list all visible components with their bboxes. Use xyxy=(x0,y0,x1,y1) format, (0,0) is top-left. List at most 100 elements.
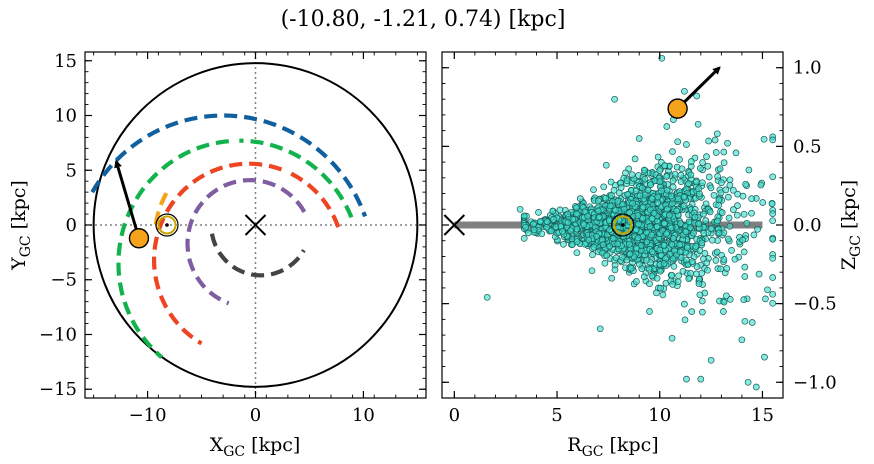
star-point xyxy=(740,210,748,218)
star-point xyxy=(569,241,576,248)
star-point xyxy=(560,240,567,248)
star-point xyxy=(573,225,581,233)
star-point xyxy=(530,220,537,228)
star-point xyxy=(659,291,667,299)
star-point xyxy=(661,162,669,169)
star-point xyxy=(674,138,682,146)
star-point xyxy=(632,187,640,195)
star-point xyxy=(645,265,653,273)
star-point xyxy=(691,213,699,221)
star-point xyxy=(728,247,735,254)
star-point xyxy=(717,265,725,273)
right-ylabel-main: Z xyxy=(838,257,860,270)
star-point xyxy=(715,196,723,204)
star-point xyxy=(688,258,696,265)
star-point xyxy=(724,235,732,243)
star-point xyxy=(668,271,676,279)
sun-marker-inner-ring xyxy=(157,215,177,235)
star-point xyxy=(569,216,577,223)
star-point xyxy=(634,234,642,242)
left-axes-frame xyxy=(84,51,427,399)
star-point xyxy=(668,334,676,342)
star-point xyxy=(705,173,713,181)
star-point xyxy=(677,178,685,185)
star-point xyxy=(715,229,723,237)
star-point xyxy=(741,263,749,271)
star-point xyxy=(648,231,655,239)
galactic-center-marker-stroke-b xyxy=(244,214,267,236)
star-point xyxy=(694,120,702,128)
star-point xyxy=(669,148,676,155)
star-point xyxy=(606,202,614,210)
right-y-axis-label: ZGC [kpc] xyxy=(838,180,864,270)
star-point xyxy=(537,217,544,225)
left-ytick-label: 15 xyxy=(54,51,77,72)
right-ytick-label: −0.5 xyxy=(793,294,837,315)
left-ytick-label: 5 xyxy=(66,160,77,181)
star-point xyxy=(696,165,704,172)
left-xtick-label: 10 xyxy=(352,405,375,426)
star-point xyxy=(748,319,756,326)
star-point xyxy=(704,266,711,274)
star-point xyxy=(722,186,730,194)
star-point xyxy=(755,270,763,278)
star-point xyxy=(731,255,739,263)
star-point xyxy=(614,240,622,248)
star-point xyxy=(535,209,542,216)
star-point xyxy=(646,223,654,230)
star-point xyxy=(683,244,691,252)
left-ylabel-main: Y xyxy=(8,257,30,271)
star-point xyxy=(700,229,708,237)
right-xlabel-sub: GC xyxy=(582,444,604,460)
star-point xyxy=(669,177,677,185)
star-point xyxy=(656,178,664,186)
star-point xyxy=(573,238,581,245)
star-point xyxy=(665,211,673,219)
star-point xyxy=(660,260,668,267)
star-point xyxy=(580,221,588,228)
star-point xyxy=(658,187,665,195)
right-xtick-label: 10 xyxy=(648,405,671,426)
star-point xyxy=(692,178,700,186)
left-markers xyxy=(114,159,267,249)
spiral-arm-7 xyxy=(209,233,306,278)
star-point xyxy=(726,222,734,230)
star-point xyxy=(633,278,640,285)
star-point xyxy=(590,186,597,194)
object-marker xyxy=(128,228,150,249)
star-point xyxy=(723,292,730,300)
star-point xyxy=(706,208,714,216)
star-point xyxy=(642,256,650,264)
star-point xyxy=(674,278,682,286)
star-point xyxy=(702,217,710,224)
star-point xyxy=(631,155,639,163)
star-point xyxy=(516,205,524,213)
star-point xyxy=(669,281,676,288)
galaxy-boundary-circle xyxy=(92,62,419,388)
star-point xyxy=(683,141,690,148)
star-point xyxy=(738,336,746,344)
star-point xyxy=(663,173,670,180)
star-point xyxy=(626,250,634,258)
star-point xyxy=(643,238,651,246)
star-point xyxy=(699,308,706,316)
sun-marker-inner-ring xyxy=(613,215,633,235)
star-point xyxy=(632,226,640,234)
right-axes-frame xyxy=(441,51,784,399)
star-point xyxy=(678,165,686,173)
star-point xyxy=(663,186,671,194)
right-xtick-label: 15 xyxy=(751,405,774,426)
star-point xyxy=(624,191,632,198)
right-plot-area xyxy=(443,54,777,391)
star-point xyxy=(748,209,755,217)
star-point xyxy=(720,298,728,306)
left-xlabel-main: X xyxy=(210,434,224,456)
star-point xyxy=(769,299,777,307)
star-point xyxy=(573,204,580,211)
star-point xyxy=(740,248,748,256)
star-point xyxy=(543,223,551,231)
star-point xyxy=(713,248,721,256)
star-point xyxy=(654,199,662,207)
star-point xyxy=(641,175,649,183)
